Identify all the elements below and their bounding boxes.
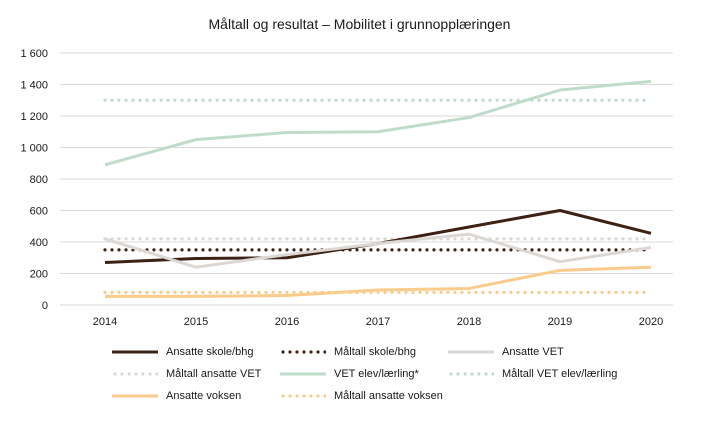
series-line xyxy=(104,79,652,167)
legend-item: Ansatte skole/bhg xyxy=(112,344,253,360)
legend-label: Ansatte VET xyxy=(502,346,564,358)
y-tick-label: 1 600 xyxy=(20,48,48,60)
y-tick-label: 800 xyxy=(30,174,48,186)
x-tick-label: 2020 xyxy=(639,316,663,328)
legend-label: VET elev/lærling* xyxy=(334,368,419,380)
series-layer xyxy=(103,79,653,298)
legend-swatch xyxy=(280,372,326,376)
x-tick-label: 2017 xyxy=(366,316,390,328)
y-tick-label: 0 xyxy=(42,300,48,312)
y-tick-label: 400 xyxy=(30,237,48,249)
legend-item: Måltall ansatte VET xyxy=(112,366,261,382)
y-tick-label: 600 xyxy=(30,206,48,218)
grid-layer xyxy=(60,52,673,306)
x-tick-label: 2019 xyxy=(548,316,572,328)
legend-swatch xyxy=(112,394,158,398)
legend-label: Måltall ansatte VET xyxy=(166,368,262,380)
y-tick-label: 1 200 xyxy=(20,111,48,123)
legend-item: Måltall skole/bhg xyxy=(280,344,416,360)
legend-swatch xyxy=(113,372,158,376)
legend-label: Måltall ansatte voksen xyxy=(334,390,443,402)
legend-label: Måltall VET elev/lærling xyxy=(502,368,618,380)
legend-label: Ansatte voksen xyxy=(166,390,242,402)
y-tick-label: 1 000 xyxy=(20,143,48,155)
series-line xyxy=(104,232,652,269)
y-tick-label: 1 400 xyxy=(20,80,48,92)
legend-item: Ansatte voksen xyxy=(112,388,241,404)
legend-swatch xyxy=(281,394,326,398)
legend-item: Måltall VET elev/lærling xyxy=(448,366,617,382)
series-line xyxy=(105,265,652,298)
legend-swatch xyxy=(449,372,494,376)
legend-swatch xyxy=(112,350,158,354)
x-tick-label: 2016 xyxy=(275,316,299,328)
chart-title: Måltall og resultat – Mobilitet i grunno… xyxy=(208,16,511,32)
legend-item: VET elev/lærling* xyxy=(280,366,419,382)
x-tick-label: 2014 xyxy=(93,316,117,328)
x-tick-label: 2018 xyxy=(457,316,481,328)
legend-swatch xyxy=(281,350,326,354)
y-tick-label: 200 xyxy=(30,269,48,281)
line-chart: 0 200 400 600 800 1 000 1 200 1 400 1 600 2014 201… xyxy=(20,48,673,328)
legend-item: Ansatte VET xyxy=(448,344,564,360)
legend-swatch xyxy=(448,350,494,354)
series-line xyxy=(104,209,652,264)
legend-label: Ansatte skole/bhg xyxy=(166,346,254,358)
x-tick-label: 2015 xyxy=(184,316,208,328)
legend-item: Måltall ansatte voksen xyxy=(280,388,443,404)
legend-label: Måltall skole/bhg xyxy=(334,346,416,358)
axis-layer: 0 200 400 600 800 1 000 1 200 1 400 1 600 2014 201… xyxy=(20,48,663,328)
